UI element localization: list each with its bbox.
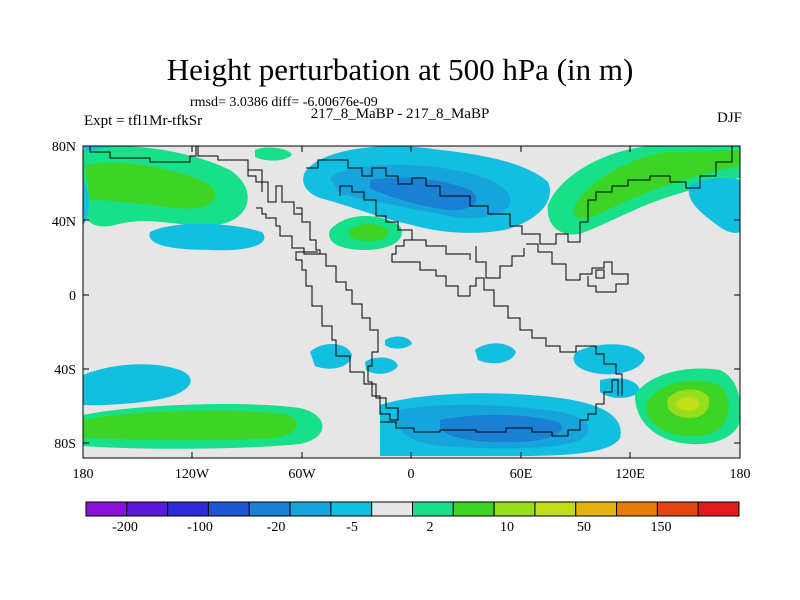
field-mid-atlantic-green	[348, 224, 389, 242]
field-north-pacific-green	[85, 162, 216, 209]
field-se-pacific-yellow	[676, 396, 700, 411]
field-south-pacific-cyan-4	[365, 357, 398, 374]
y-tick-0: 0	[69, 289, 76, 304]
field-asia-green	[573, 150, 740, 219]
coastline-asia-south	[526, 243, 629, 293]
colorbar-box	[126, 501, 169, 517]
colorbar-box	[656, 501, 699, 517]
field-southern-ocean-green	[83, 410, 298, 441]
colorbar-box	[534, 501, 577, 517]
coastline-eurasia	[306, 146, 733, 245]
y-tick-40N: 40N	[52, 215, 76, 230]
field-south-pacific-cyan-2	[90, 376, 171, 397]
contour-fields	[83, 146, 740, 456]
field-south-atlantic-cyan-small	[385, 336, 412, 349]
x-tick-180E: 180	[730, 467, 751, 482]
colorbar-label-minus200: -200	[112, 520, 138, 535]
colorbar-label-minus5: -5	[346, 520, 358, 535]
center-label: 217_8_MaBP - 217_8_MaBP	[310, 106, 490, 122]
field-arctic-cyan	[84, 146, 120, 152]
y-tick-80S: 80S	[54, 437, 76, 452]
colorbar	[85, 501, 740, 517]
rmsd-stats: rmsd= 3.0386 diff= -6.00676e-09	[190, 95, 378, 110]
colorbar-box	[697, 501, 740, 517]
season-label: DJF	[716, 110, 742, 126]
colorbar-box	[493, 501, 536, 517]
colorbar-label-10: 10	[500, 520, 514, 535]
x-tick-120E: 120E	[615, 467, 645, 482]
colorbar-box	[330, 501, 373, 517]
x-tick-120W: 120W	[175, 467, 210, 482]
x-tick-0: 0	[408, 467, 415, 482]
field-south-pacific-cyan-3	[310, 344, 352, 369]
colorbar-box	[248, 501, 291, 517]
coastline-greenland	[247, 170, 303, 214]
colorbar-label-minus20: -20	[267, 520, 286, 535]
colorbar-label-50: 50	[577, 520, 591, 535]
coastline-europe-mediterranean	[339, 185, 471, 260]
field-greenland-mint	[255, 147, 292, 161]
colorbar-box	[412, 501, 454, 517]
colorbar-box	[452, 501, 495, 517]
y-tick-80N: 80N	[52, 140, 76, 155]
colorbar-label-150: 150	[651, 520, 672, 535]
axis-ticks	[82, 145, 741, 458]
colorbar-box	[371, 501, 413, 517]
y-tick-40S: 40S	[54, 363, 76, 378]
colorbar-box	[289, 501, 332, 517]
coastline-arabia	[475, 246, 525, 279]
colorbar-label-2: 2	[427, 520, 434, 535]
field-south-indian-blue	[440, 414, 563, 443]
field-south-atlantic-cyan	[475, 343, 516, 364]
x-tick-60E: 60E	[510, 467, 533, 482]
experiment-label: Expt = tfl1Mr-tfkSr	[84, 113, 203, 129]
field-europe-blue-core	[370, 177, 477, 211]
x-tick-180W: 180	[73, 467, 94, 482]
field-indian-cyan-1	[573, 344, 645, 375]
coastline-north-america	[89, 146, 321, 255]
map-panel	[82, 145, 741, 459]
colorbar-box	[85, 501, 128, 517]
coastline-south-america	[295, 251, 399, 421]
coastline-antarctica	[380, 379, 619, 437]
field-pacific-cyan	[149, 223, 265, 251]
field-northwest-pacific-cyan	[688, 177, 740, 233]
coastlines	[89, 146, 733, 437]
coastline-africa	[391, 239, 623, 396]
colorbar-label-minus100: -100	[187, 520, 213, 535]
plot-title: Height perturbation at 500 hPa (in m)	[166, 52, 634, 87]
colorbar-box	[616, 501, 658, 517]
field-dateline-cyan	[83, 180, 90, 226]
colorbar-box	[167, 501, 209, 517]
colorbar-box	[207, 501, 250, 517]
field-indian-cyan-2	[600, 378, 640, 398]
colorbar-box	[575, 501, 618, 517]
x-tick-60W: 60W	[288, 467, 316, 482]
